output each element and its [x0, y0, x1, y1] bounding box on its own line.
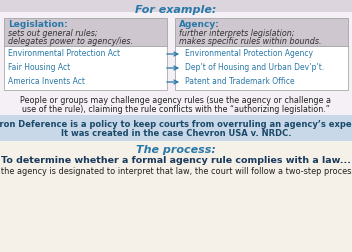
Text: makes specific rules within bounds.: makes specific rules within bounds.	[179, 37, 321, 46]
Text: Dep’t of Housing and Urban Dev’p’t.: Dep’t of Housing and Urban Dev’p’t.	[185, 64, 324, 73]
Text: The process:: The process:	[136, 145, 216, 155]
Bar	[4, 46, 167, 90]
Bar	[0, 115, 352, 141]
Bar	[4, 18, 167, 46]
Text: Environmental Protection Agency: Environmental Protection Agency	[185, 49, 313, 58]
Bar	[175, 18, 348, 46]
Text: To determine whether a formal agency rule complies with a law...: To determine whether a formal agency rul…	[1, 156, 351, 165]
Text: For example:: For example:	[135, 5, 217, 15]
Text: It was created in the case Chevron USA v. NRDC.: It was created in the case Chevron USA v…	[61, 129, 291, 138]
Text: Legislation:: Legislation:	[8, 20, 68, 29]
Text: Fair Housing Act: Fair Housing Act	[8, 64, 70, 73]
Bar	[175, 46, 348, 90]
Text: further interprets legislation;: further interprets legislation;	[179, 29, 295, 38]
Bar	[0, 141, 352, 252]
Text: Environmental Protection Act: Environmental Protection Act	[8, 49, 120, 58]
Text: Chevron Deference is a policy to keep courts from overruling an agency’s experti: Chevron Deference is a policy to keep co…	[0, 120, 352, 129]
Text: use of the rule), claiming the rule conflicts with the “authorizing legislation.: use of the rule), claiming the rule conf…	[22, 105, 330, 114]
Text: Patent and Trademark Office: Patent and Trademark Office	[185, 78, 295, 86]
Text: Agency:: Agency:	[179, 20, 220, 29]
Bar	[0, 0, 352, 12]
Text: sets out general rules;: sets out general rules;	[8, 29, 98, 38]
Text: People or groups may challenge agency rules (sue the agency or challenge a: People or groups may challenge agency ru…	[20, 96, 332, 105]
Text: If the agency is designated to interpret that law, the court will follow a two-s: If the agency is designated to interpret…	[0, 167, 352, 176]
Text: delegates power to agency/ies.: delegates power to agency/ies.	[8, 37, 133, 46]
Text: America Invents Act: America Invents Act	[8, 78, 85, 86]
